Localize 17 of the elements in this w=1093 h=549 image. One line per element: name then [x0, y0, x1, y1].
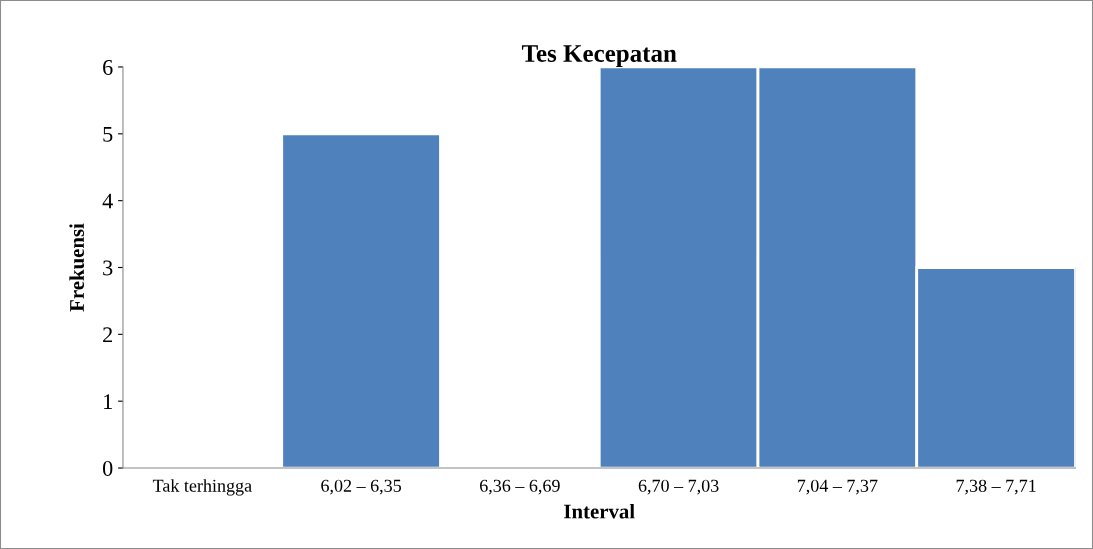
y-tick-label: 5 — [103, 126, 113, 142]
x-tick-label: 6,02 – 6,35 — [321, 479, 402, 495]
x-tick-label: 7,04 – 7,37 — [797, 479, 878, 495]
x-tick-label: 6,36 – 6,69 — [480, 479, 560, 495]
y-tick-label: 4 — [102, 193, 113, 209]
y-axis-title: Frekuensi — [69, 223, 85, 312]
y-tick-label: 6 — [103, 59, 113, 75]
chart-title: Tes Kecepatan — [521, 45, 677, 67]
y-tick-label: 3 — [103, 260, 113, 276]
y-tick-label: 1 — [104, 394, 112, 409]
bar — [280, 132, 442, 469]
y-tick-label: 0 — [102, 460, 113, 476]
x-tick-label: 7,38 – 7,71 — [956, 479, 1036, 495]
x-axis-title: Interval — [564, 503, 635, 519]
x-tick-label: 6,70 – 7,03 — [638, 479, 719, 495]
y-tick-label: 2 — [103, 327, 113, 343]
x-tick-label: Tak terhingga — [152, 479, 252, 496]
